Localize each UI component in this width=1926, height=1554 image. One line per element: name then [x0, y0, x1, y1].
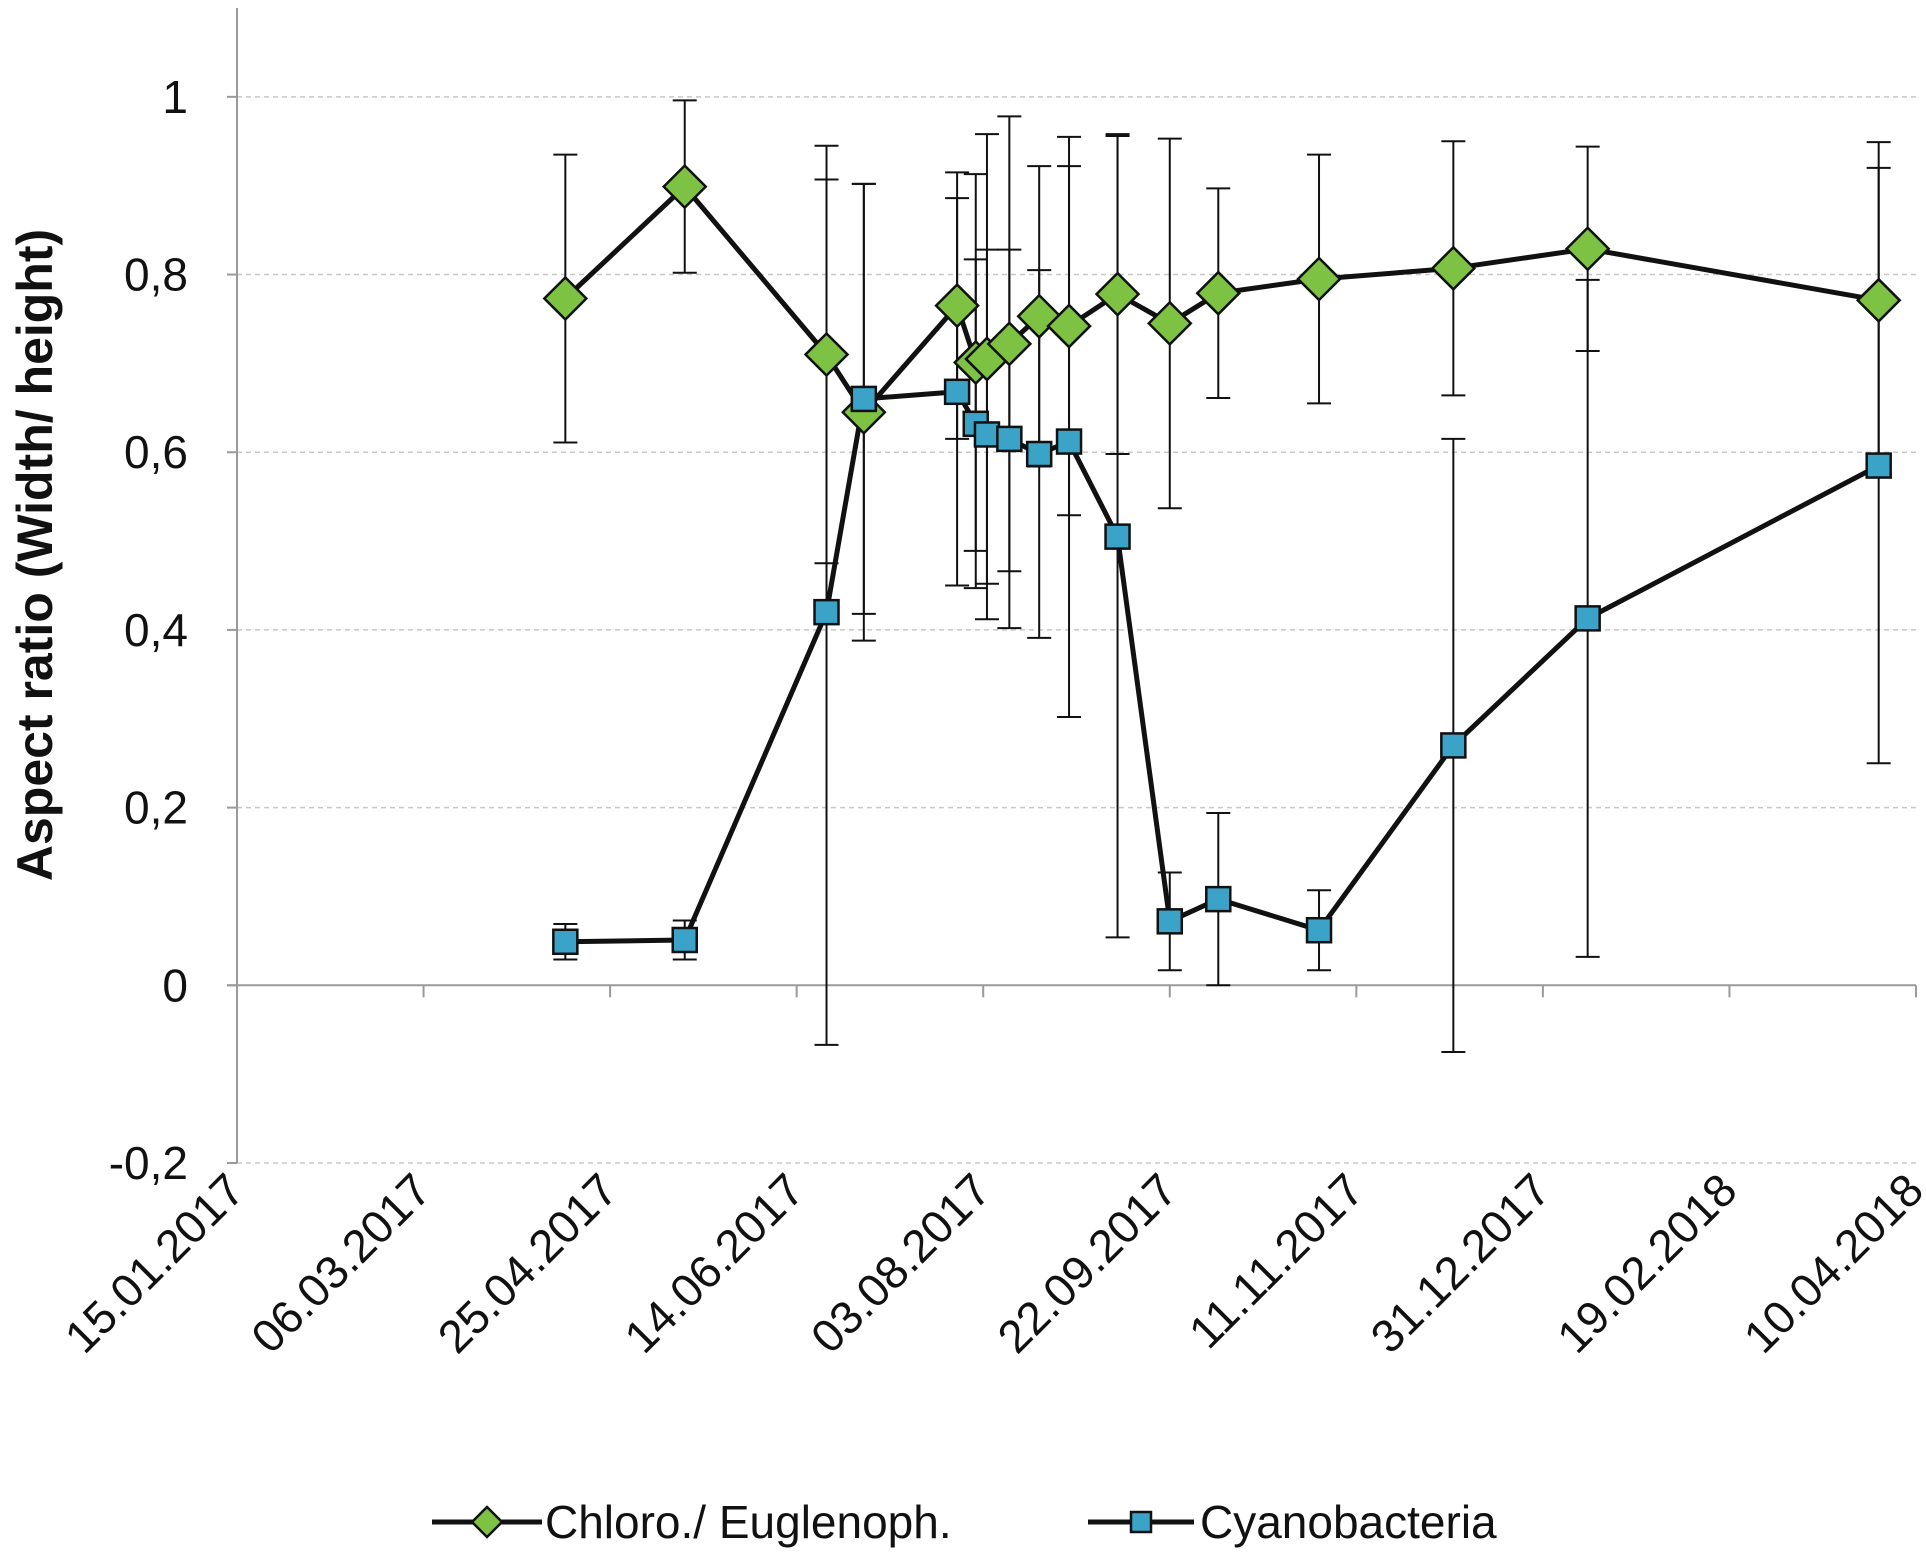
y-tick-label: 0,8 — [124, 249, 188, 301]
x-tick-label: 06.03.2017 — [241, 1163, 441, 1363]
diamond-marker — [986, 321, 1033, 367]
square-marker — [973, 421, 1001, 448]
diamond-marker — [542, 275, 589, 322]
y-tick-label: 0,6 — [124, 426, 188, 478]
square-marker — [850, 385, 878, 413]
square-marker — [1055, 428, 1083, 455]
x-tick-label: 15.01.2017 — [55, 1163, 255, 1363]
x-tick-label: 19.02.2018 — [1547, 1163, 1747, 1363]
legend-diamond-marker — [470, 1505, 504, 1539]
diamond-marker — [1430, 245, 1477, 292]
square-marker — [1156, 908, 1184, 935]
x-tick-label: 25.04.2017 — [428, 1163, 628, 1363]
square-marker — [1104, 523, 1131, 550]
y-tick-label: 1 — [162, 71, 188, 123]
x-tick-label: 31.12.2017 — [1360, 1163, 1560, 1363]
y-tick-label: -0,2 — [109, 1137, 188, 1189]
x-tick-label: 10.04.2018 — [1734, 1163, 1926, 1363]
diamond-marker — [934, 282, 980, 329]
diamond-marker — [803, 331, 850, 378]
legend-label: Cyanobacteria — [1200, 1496, 1497, 1548]
diamond-marker — [1147, 300, 1193, 347]
square-marker — [1865, 452, 1892, 479]
gridlines — [237, 96, 1916, 1164]
y-axis-title: Aspect ratio (Width/ height) — [7, 229, 63, 881]
square-marker — [1305, 916, 1333, 944]
square-marker — [1205, 885, 1232, 913]
y-tick-labels: -0,2 0 0,2 0,4 0,6 0,8 1 — [109, 71, 188, 1189]
axes — [227, 8, 1917, 1164]
square-marker — [1574, 605, 1601, 632]
square-marker — [943, 378, 971, 406]
diamond-marker — [1296, 256, 1342, 302]
square-marker — [813, 598, 840, 626]
series-line — [565, 389, 1880, 945]
square-marker — [552, 928, 579, 956]
x-tick-label: 22.09.2017 — [987, 1163, 1187, 1363]
data-markers — [542, 163, 1902, 956]
legend: Chloro./ Euglenoph. Cyanobacteria — [432, 1496, 1497, 1548]
diamond-marker — [1094, 271, 1141, 317]
x-tick-label: 14.06.2017 — [614, 1163, 814, 1363]
square-marker — [996, 425, 1023, 453]
square-marker — [671, 926, 698, 954]
legend-label: Chloro./ Euglenoph. — [545, 1496, 952, 1548]
diamond-marker — [661, 163, 708, 210]
x-tick-label: 03.08.2017 — [801, 1163, 1001, 1363]
x-tick-labels: 15.01.201706.03.201725.04.201714.06.2017… — [55, 1163, 1926, 1363]
square-marker — [1025, 440, 1053, 468]
diamond-marker — [1195, 270, 1242, 316]
y-tick-label: 0 — [162, 959, 188, 1011]
legend-square-marker — [1129, 1510, 1153, 1534]
y-tick-label: 0,4 — [124, 604, 188, 656]
y-tick-label: 0,2 — [124, 782, 188, 834]
diamond-marker — [1564, 226, 1611, 272]
x-tick-label: 11.11.2017 — [1179, 1163, 1374, 1358]
diamond-marker — [1046, 303, 1092, 349]
diamond-marker — [1855, 277, 1902, 324]
square-marker — [1440, 732, 1467, 759]
